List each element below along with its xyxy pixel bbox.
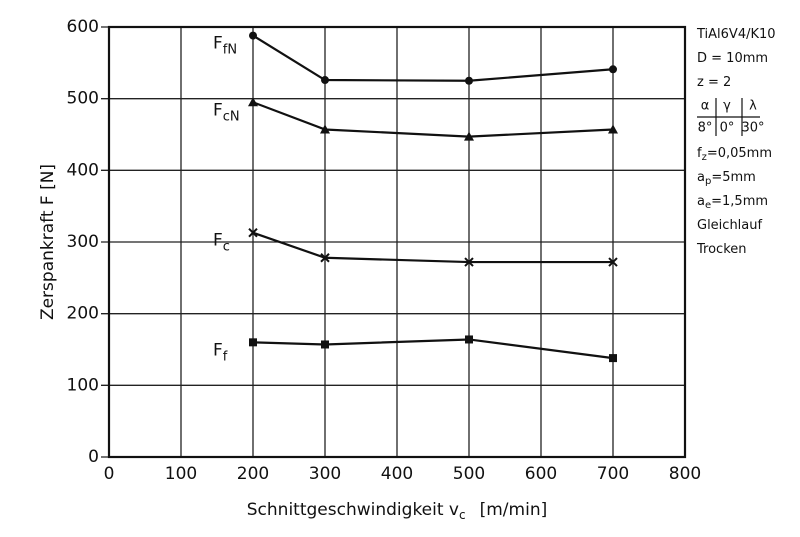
note-symbol: γ: [723, 99, 731, 114]
note-text: f: [697, 146, 702, 161]
note-sub: e: [705, 200, 711, 211]
note-text: Gleichlauf: [697, 218, 762, 233]
marker: [248, 227, 258, 238]
x-axis-label: Schnittgeschwindigkeit vc [m/min]: [247, 500, 547, 522]
series-label-name: F: [213, 231, 223, 251]
note-rest: =1,5mm: [711, 194, 768, 209]
series-label-sub: cN: [223, 109, 240, 124]
note: z = 2: [697, 75, 731, 90]
marker: [249, 338, 257, 347]
x-tick-label: 800: [669, 464, 701, 484]
series-label-name: F: [213, 34, 223, 54]
y-tick-label: 600: [67, 17, 99, 37]
y-axis-label: Zerspankraft F [N]: [38, 164, 58, 320]
marker: [465, 76, 473, 85]
x-tick-label: 300: [309, 464, 341, 484]
marker: [464, 131, 474, 141]
series-line: [252, 101, 614, 138]
note-rest: =5mm: [711, 170, 756, 185]
series-label: FcN: [213, 100, 240, 124]
x-tick-label: 600: [525, 464, 557, 484]
x-tick-label: 100: [165, 464, 197, 484]
note: D = 10mm: [697, 51, 768, 66]
y-tick-label: 300: [67, 232, 99, 252]
note-symbol: α: [701, 99, 710, 114]
note-text: a: [697, 170, 705, 185]
plot-frame: [107, 25, 687, 459]
x-tick-label: 0: [104, 464, 115, 484]
note-text: D = 10mm: [697, 51, 768, 66]
note-text: z = 2: [697, 75, 731, 90]
marker: [320, 253, 330, 263]
marker: [609, 354, 617, 363]
series-label-sub: c: [223, 239, 230, 254]
x-axis-label-main: Schnittgeschwindigkeit v: [247, 500, 459, 520]
series-line: [252, 231, 613, 264]
note-text: TiAl6V4/K10: [696, 27, 776, 42]
note-sub: p: [705, 176, 711, 187]
series-label-name: F: [213, 100, 223, 120]
marker: [321, 340, 329, 349]
note: TiAl6V4/K10: [696, 27, 776, 42]
y-tick-label: 0: [88, 447, 99, 467]
note: Trocken: [696, 242, 747, 257]
y-tick-label: 400: [67, 160, 99, 180]
note: ap=5mm: [697, 170, 756, 188]
marker: [320, 124, 330, 134]
x-axis-label-sub: c: [459, 508, 466, 522]
marker: [248, 97, 258, 107]
marker: [608, 124, 618, 134]
note-value: 30°: [741, 121, 764, 136]
note-value: 8°: [698, 121, 713, 136]
note-symbol: λ: [749, 99, 757, 114]
note-text: Trocken: [696, 242, 747, 257]
y-tick-label: 100: [67, 375, 99, 395]
series-line: [252, 338, 614, 360]
x-tick-label: 400: [381, 464, 413, 484]
y-tick-label: 200: [67, 304, 99, 324]
series-label: Fc: [213, 231, 230, 255]
series-label-sub: fN: [223, 42, 237, 57]
series-label-sub: f: [223, 349, 228, 364]
series-line: [252, 34, 614, 82]
series-label: FfN: [213, 34, 237, 58]
note: Gleichlauf: [697, 218, 762, 233]
x-tick-label: 700: [597, 464, 629, 484]
x-tick-label: 500: [453, 464, 485, 484]
marker: [249, 31, 257, 40]
marker: [465, 335, 473, 344]
series-label-name: F: [213, 340, 223, 360]
marker: [609, 65, 617, 74]
note-value: 0°: [720, 121, 735, 136]
y-tick-label: 500: [67, 89, 99, 109]
marker: [321, 76, 329, 85]
note-sub: z: [702, 152, 707, 163]
marker: [464, 257, 474, 267]
note: ae=1,5mm: [697, 194, 768, 212]
series-label: Ff: [213, 340, 228, 364]
note-text: a: [697, 194, 705, 209]
marker: [608, 257, 618, 267]
x-tick-label: 200: [237, 464, 269, 484]
note: fz=0,05mm: [697, 146, 772, 164]
x-axis-label-unit: [m/min]: [480, 500, 548, 520]
note-rest: =0,05mm: [707, 146, 772, 161]
